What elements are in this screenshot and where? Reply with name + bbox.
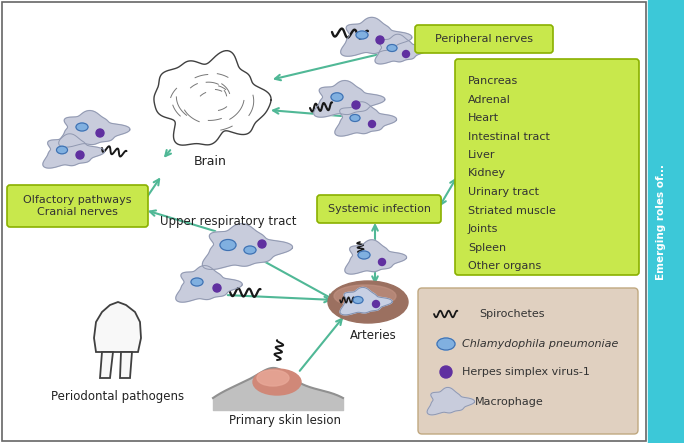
Circle shape	[378, 259, 386, 265]
Text: Periodontal pathogens: Periodontal pathogens	[51, 390, 185, 403]
Polygon shape	[154, 51, 271, 145]
Text: Intestinal tract: Intestinal tract	[468, 132, 550, 141]
Ellipse shape	[331, 93, 343, 101]
FancyBboxPatch shape	[317, 195, 441, 223]
Ellipse shape	[257, 370, 289, 386]
Ellipse shape	[353, 296, 363, 303]
Polygon shape	[341, 17, 412, 56]
Text: Primary skin lesion: Primary skin lesion	[229, 414, 341, 427]
Polygon shape	[120, 352, 132, 378]
Text: Upper respiratory tract: Upper respiratory tract	[160, 215, 296, 228]
Polygon shape	[314, 81, 385, 117]
Text: Peripheral nerves: Peripheral nerves	[435, 34, 533, 44]
Ellipse shape	[334, 285, 396, 307]
Text: Pancreas: Pancreas	[468, 76, 518, 86]
Bar	[648, 0, 684, 443]
FancyBboxPatch shape	[455, 59, 639, 275]
Polygon shape	[94, 302, 141, 352]
Polygon shape	[335, 102, 397, 136]
Text: Systemic infection: Systemic infection	[328, 204, 430, 214]
Circle shape	[373, 300, 380, 307]
Text: Urinary tract: Urinary tract	[468, 187, 539, 197]
Circle shape	[258, 240, 266, 248]
Ellipse shape	[328, 281, 408, 323]
Polygon shape	[375, 34, 428, 64]
Text: Spirochetes: Spirochetes	[479, 309, 544, 319]
Text: Striated muscle: Striated muscle	[468, 206, 556, 215]
Circle shape	[402, 51, 410, 58]
Text: Macrophage: Macrophage	[475, 397, 544, 407]
Text: Liver: Liver	[468, 150, 495, 160]
Polygon shape	[340, 288, 392, 315]
Ellipse shape	[387, 44, 397, 51]
Circle shape	[76, 151, 84, 159]
Circle shape	[369, 120, 376, 128]
Text: Brain: Brain	[194, 155, 226, 168]
FancyBboxPatch shape	[418, 288, 638, 434]
Circle shape	[352, 101, 360, 109]
FancyBboxPatch shape	[415, 25, 553, 53]
Polygon shape	[427, 388, 475, 415]
Text: Chlamydophila pneumoniae: Chlamydophila pneumoniae	[462, 339, 618, 349]
Ellipse shape	[191, 278, 203, 286]
Text: Kidney: Kidney	[468, 168, 506, 179]
Ellipse shape	[76, 123, 88, 131]
Text: Arteries: Arteries	[350, 329, 396, 342]
Polygon shape	[100, 352, 113, 378]
Polygon shape	[59, 111, 130, 147]
Text: Heart: Heart	[468, 113, 499, 123]
Ellipse shape	[57, 146, 68, 154]
Circle shape	[376, 36, 384, 44]
Ellipse shape	[437, 338, 455, 350]
Circle shape	[440, 366, 452, 378]
Ellipse shape	[350, 114, 360, 121]
Text: Spleen: Spleen	[468, 242, 506, 253]
Text: Other organs: Other organs	[468, 261, 541, 271]
Ellipse shape	[356, 31, 368, 39]
Circle shape	[213, 284, 221, 292]
Text: Emerging roles of...: Emerging roles of...	[656, 164, 666, 280]
Polygon shape	[345, 240, 406, 274]
Ellipse shape	[358, 251, 370, 259]
Ellipse shape	[220, 240, 236, 250]
FancyBboxPatch shape	[7, 185, 148, 227]
Text: Adrenal: Adrenal	[468, 94, 511, 105]
Polygon shape	[176, 265, 242, 302]
Ellipse shape	[253, 369, 301, 395]
Polygon shape	[202, 224, 293, 269]
Circle shape	[96, 129, 104, 137]
Ellipse shape	[244, 246, 256, 254]
Text: Herpes simplex virus-1: Herpes simplex virus-1	[462, 367, 590, 377]
Text: Olfactory pathways
Cranial nerves: Olfactory pathways Cranial nerves	[23, 195, 132, 217]
Text: Joints: Joints	[468, 224, 499, 234]
Polygon shape	[43, 134, 105, 168]
